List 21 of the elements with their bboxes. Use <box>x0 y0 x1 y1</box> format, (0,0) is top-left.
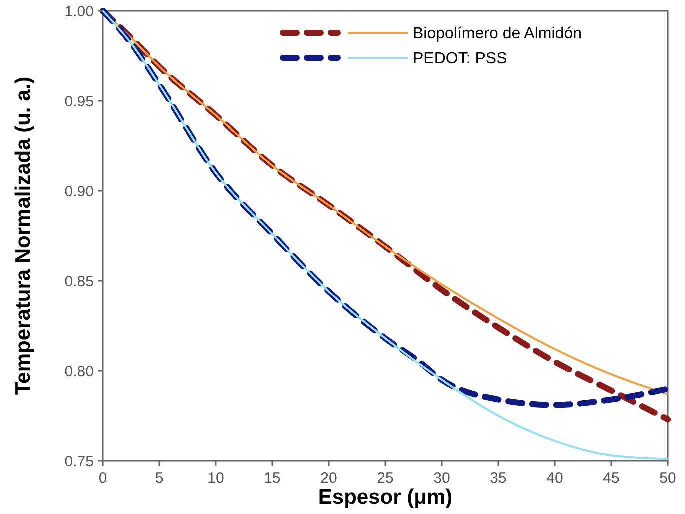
x-tick-label: 35 <box>490 470 507 487</box>
x-tick-label: 0 <box>98 470 108 487</box>
x-tick-label: 20 <box>320 470 338 487</box>
y-tick-label: 0.80 <box>64 363 94 380</box>
y-tick-label: 0.75 <box>64 453 94 470</box>
x-axis-title: Espesor (μm) <box>318 486 453 509</box>
x-tick-label: 10 <box>208 470 224 487</box>
legend-label: Biopolímero de Almidón <box>413 26 582 43</box>
x-tick-label: 40 <box>546 470 564 487</box>
x-tick-label: 25 <box>377 470 394 487</box>
y-tick-label: 0.90 <box>64 183 94 200</box>
x-tick-label: 45 <box>603 470 620 487</box>
x-tick-label: 5 <box>155 470 164 487</box>
x-tick-label: 50 <box>660 470 676 487</box>
y-tick-label: 0.95 <box>64 93 94 110</box>
y-tick-label: 0.85 <box>64 273 94 290</box>
legend-label: PEDOT: PSS <box>413 50 508 68</box>
y-tick-label: 1.00 <box>64 3 94 20</box>
y-axis-title: Temperatura Normalizada (u. a.) <box>12 76 35 396</box>
x-tick-label: 15 <box>264 470 281 487</box>
x-tick-label: 30 <box>434 470 450 487</box>
